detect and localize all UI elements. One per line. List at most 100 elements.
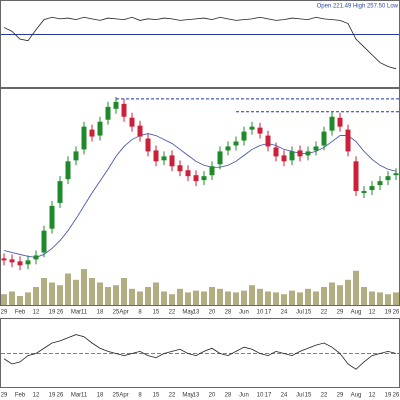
volume-bar	[377, 292, 383, 305]
candle-body	[281, 155, 287, 162]
volume-bar	[177, 288, 183, 305]
candle-body	[25, 260, 31, 265]
x-tick-label: 28	[225, 310, 232, 316]
volume-bar	[121, 278, 127, 305]
volume-bar	[225, 291, 231, 305]
x-tick-label: 22	[321, 310, 328, 316]
x-tick-label: 11	[81, 310, 88, 316]
volume-bar	[129, 288, 135, 305]
x-tick-label: 8	[138, 393, 142, 399]
x-tick-label: 15	[153, 310, 160, 316]
top-indicator-line	[3, 16, 397, 70]
candle-body	[329, 116, 335, 131]
volume-bar	[233, 292, 239, 305]
volume-bar	[89, 278, 95, 305]
volume-bar	[57, 285, 63, 305]
candle-body	[353, 161, 359, 192]
volume-bar	[193, 290, 199, 305]
candle-body	[1, 258, 7, 261]
candle-body	[257, 127, 263, 134]
candle-body	[9, 259, 15, 263]
candle-body	[305, 151, 311, 156]
x-tick-label: 15	[305, 310, 312, 316]
x-tick-label: 17	[265, 310, 272, 316]
x-tick-label: 19	[49, 393, 56, 399]
candle-body	[249, 126, 255, 130]
volume-bar	[305, 288, 311, 305]
x-tick-label: Jun	[239, 310, 249, 316]
candle-body	[57, 181, 63, 203]
volume-bar	[361, 287, 367, 305]
candle-body	[361, 191, 367, 194]
x-tick-label: 13	[193, 393, 200, 399]
candle-body	[185, 170, 191, 177]
x-tick-label: 22	[321, 393, 328, 399]
x-tick-label: 29	[337, 393, 344, 399]
x-tick-label: 19	[49, 310, 56, 316]
x-tick-label: 29	[1, 310, 8, 316]
volume-bar	[9, 291, 15, 305]
volume-bar	[321, 287, 327, 305]
volume-bar	[201, 291, 207, 305]
x-tick-label: 20	[209, 393, 216, 399]
candle-body	[169, 155, 175, 167]
volume-bar	[97, 282, 103, 305]
candle-body	[193, 175, 199, 182]
volume-bar	[105, 287, 111, 305]
candle-body	[113, 101, 119, 109]
candle-body	[145, 138, 151, 152]
x-tick-label: Feb	[15, 393, 26, 399]
x-tick-label: 26	[393, 393, 400, 399]
volume-bar	[145, 287, 151, 305]
volume-bar	[265, 291, 271, 305]
volume-bar	[185, 292, 191, 305]
candle-body	[385, 176, 391, 181]
candle-body	[73, 151, 79, 161]
volume-bar	[217, 288, 223, 305]
candle-body	[369, 186, 375, 191]
x-tick-label: Jul	[296, 393, 304, 399]
candle-body	[81, 126, 87, 150]
volume-bar	[329, 282, 335, 305]
volume-bar	[33, 287, 39, 305]
volume-bar	[281, 294, 287, 305]
volume-bar	[273, 292, 279, 305]
volume-bar	[161, 291, 167, 305]
candle-body	[241, 131, 247, 141]
candle-body	[65, 161, 71, 180]
volume-bar	[289, 290, 295, 305]
x-tick-label: 20	[209, 310, 216, 316]
candle-body	[105, 106, 111, 120]
x-tick-label: Mar	[71, 393, 81, 399]
candle-body	[89, 129, 95, 137]
x-tick-label: 22	[169, 310, 176, 316]
volume-bar	[81, 269, 87, 305]
candle-body	[121, 103, 127, 117]
volume-bar	[337, 285, 343, 305]
x-tick-label: 22	[169, 393, 176, 399]
volume-bar	[73, 279, 79, 305]
volume-bar	[257, 288, 263, 305]
candle-body	[153, 150, 159, 162]
oscillator-line	[3, 334, 397, 370]
x-tick-label: 26	[57, 393, 64, 399]
x-tick-label: 12	[33, 310, 40, 316]
candle-body	[33, 255, 39, 260]
x-tick-label: 24	[281, 393, 288, 399]
candle-body	[289, 151, 295, 161]
x-tick-label: 10	[257, 310, 264, 316]
x-tick-label: 19	[385, 310, 392, 316]
candle-body	[313, 146, 319, 151]
volume-bar	[393, 292, 399, 305]
x-tick-label: 11	[81, 393, 88, 399]
x-tick-label: Apr	[119, 310, 128, 316]
x-tick-label: 25	[113, 393, 120, 399]
candle-body	[345, 129, 351, 152]
x-tick-label: 12	[369, 310, 376, 316]
x-tick-label: Jul	[296, 310, 304, 316]
x-tick-label: 29	[1, 393, 8, 399]
volume-bar	[353, 270, 359, 305]
x-tick-label: May	[182, 393, 193, 399]
x-tick-label: Aug	[351, 393, 362, 399]
